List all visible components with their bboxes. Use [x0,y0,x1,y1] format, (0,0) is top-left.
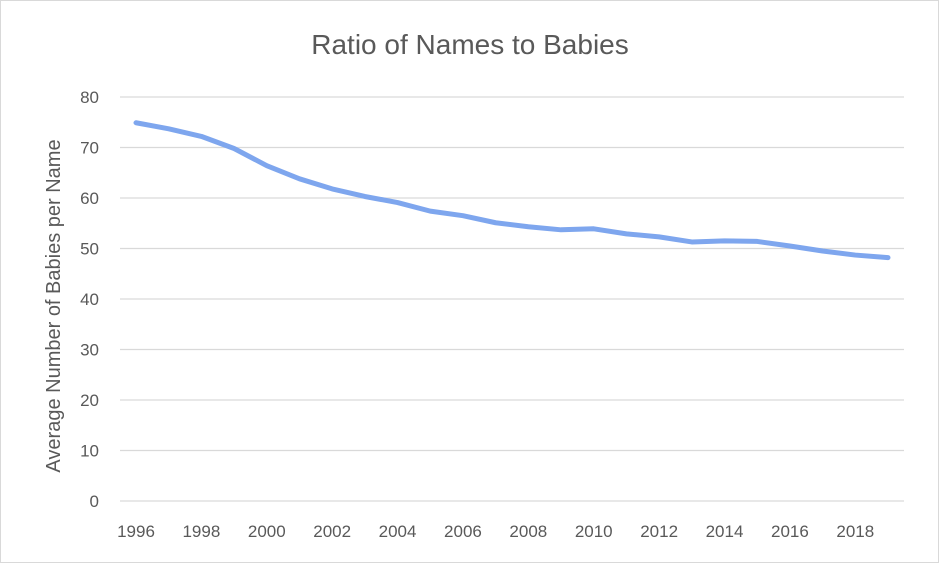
gridlines [120,96,904,502]
x-tick-label: 2002 [313,522,351,541]
x-tick-label: 2010 [575,522,613,541]
chart-title: Ratio of Names to Babies [311,29,629,60]
y-tick-label: 70 [80,139,99,158]
x-tick-label: 2016 [771,522,809,541]
y-axis-title: Average Number of Babies per Name [43,139,65,472]
x-tick-label: 1998 [182,522,220,541]
series-layer [133,120,891,261]
x-tick-label: 2018 [836,522,874,541]
y-tick-label: 60 [80,189,99,208]
x-tick-label: 1996 [117,522,155,541]
y-tick-label: 50 [80,240,99,259]
y-tick-label: 20 [80,391,99,410]
x-axis-ticks: 1996 1998 2000 2002 2004 2006 2008 2010 2012 2014… [117,522,874,541]
x-tick-label: 2008 [509,522,547,541]
y-tick-label: 30 [80,341,99,360]
x-tick-label: 2006 [444,522,482,541]
y-axis-ticks: 0 10 20 30 40 50 60 70 80 [80,88,99,511]
y-tick-label: 80 [80,88,99,107]
x-tick-label: 2012 [640,522,678,541]
x-tick-label: 2004 [379,522,417,541]
y-tick-label: 0 [90,492,99,511]
y-tick-label: 10 [80,442,99,461]
x-tick-label: 2000 [248,522,286,541]
y-tick-label: 40 [80,290,99,309]
series-line-0 [133,120,891,261]
x-tick-label: 2014 [706,522,744,541]
